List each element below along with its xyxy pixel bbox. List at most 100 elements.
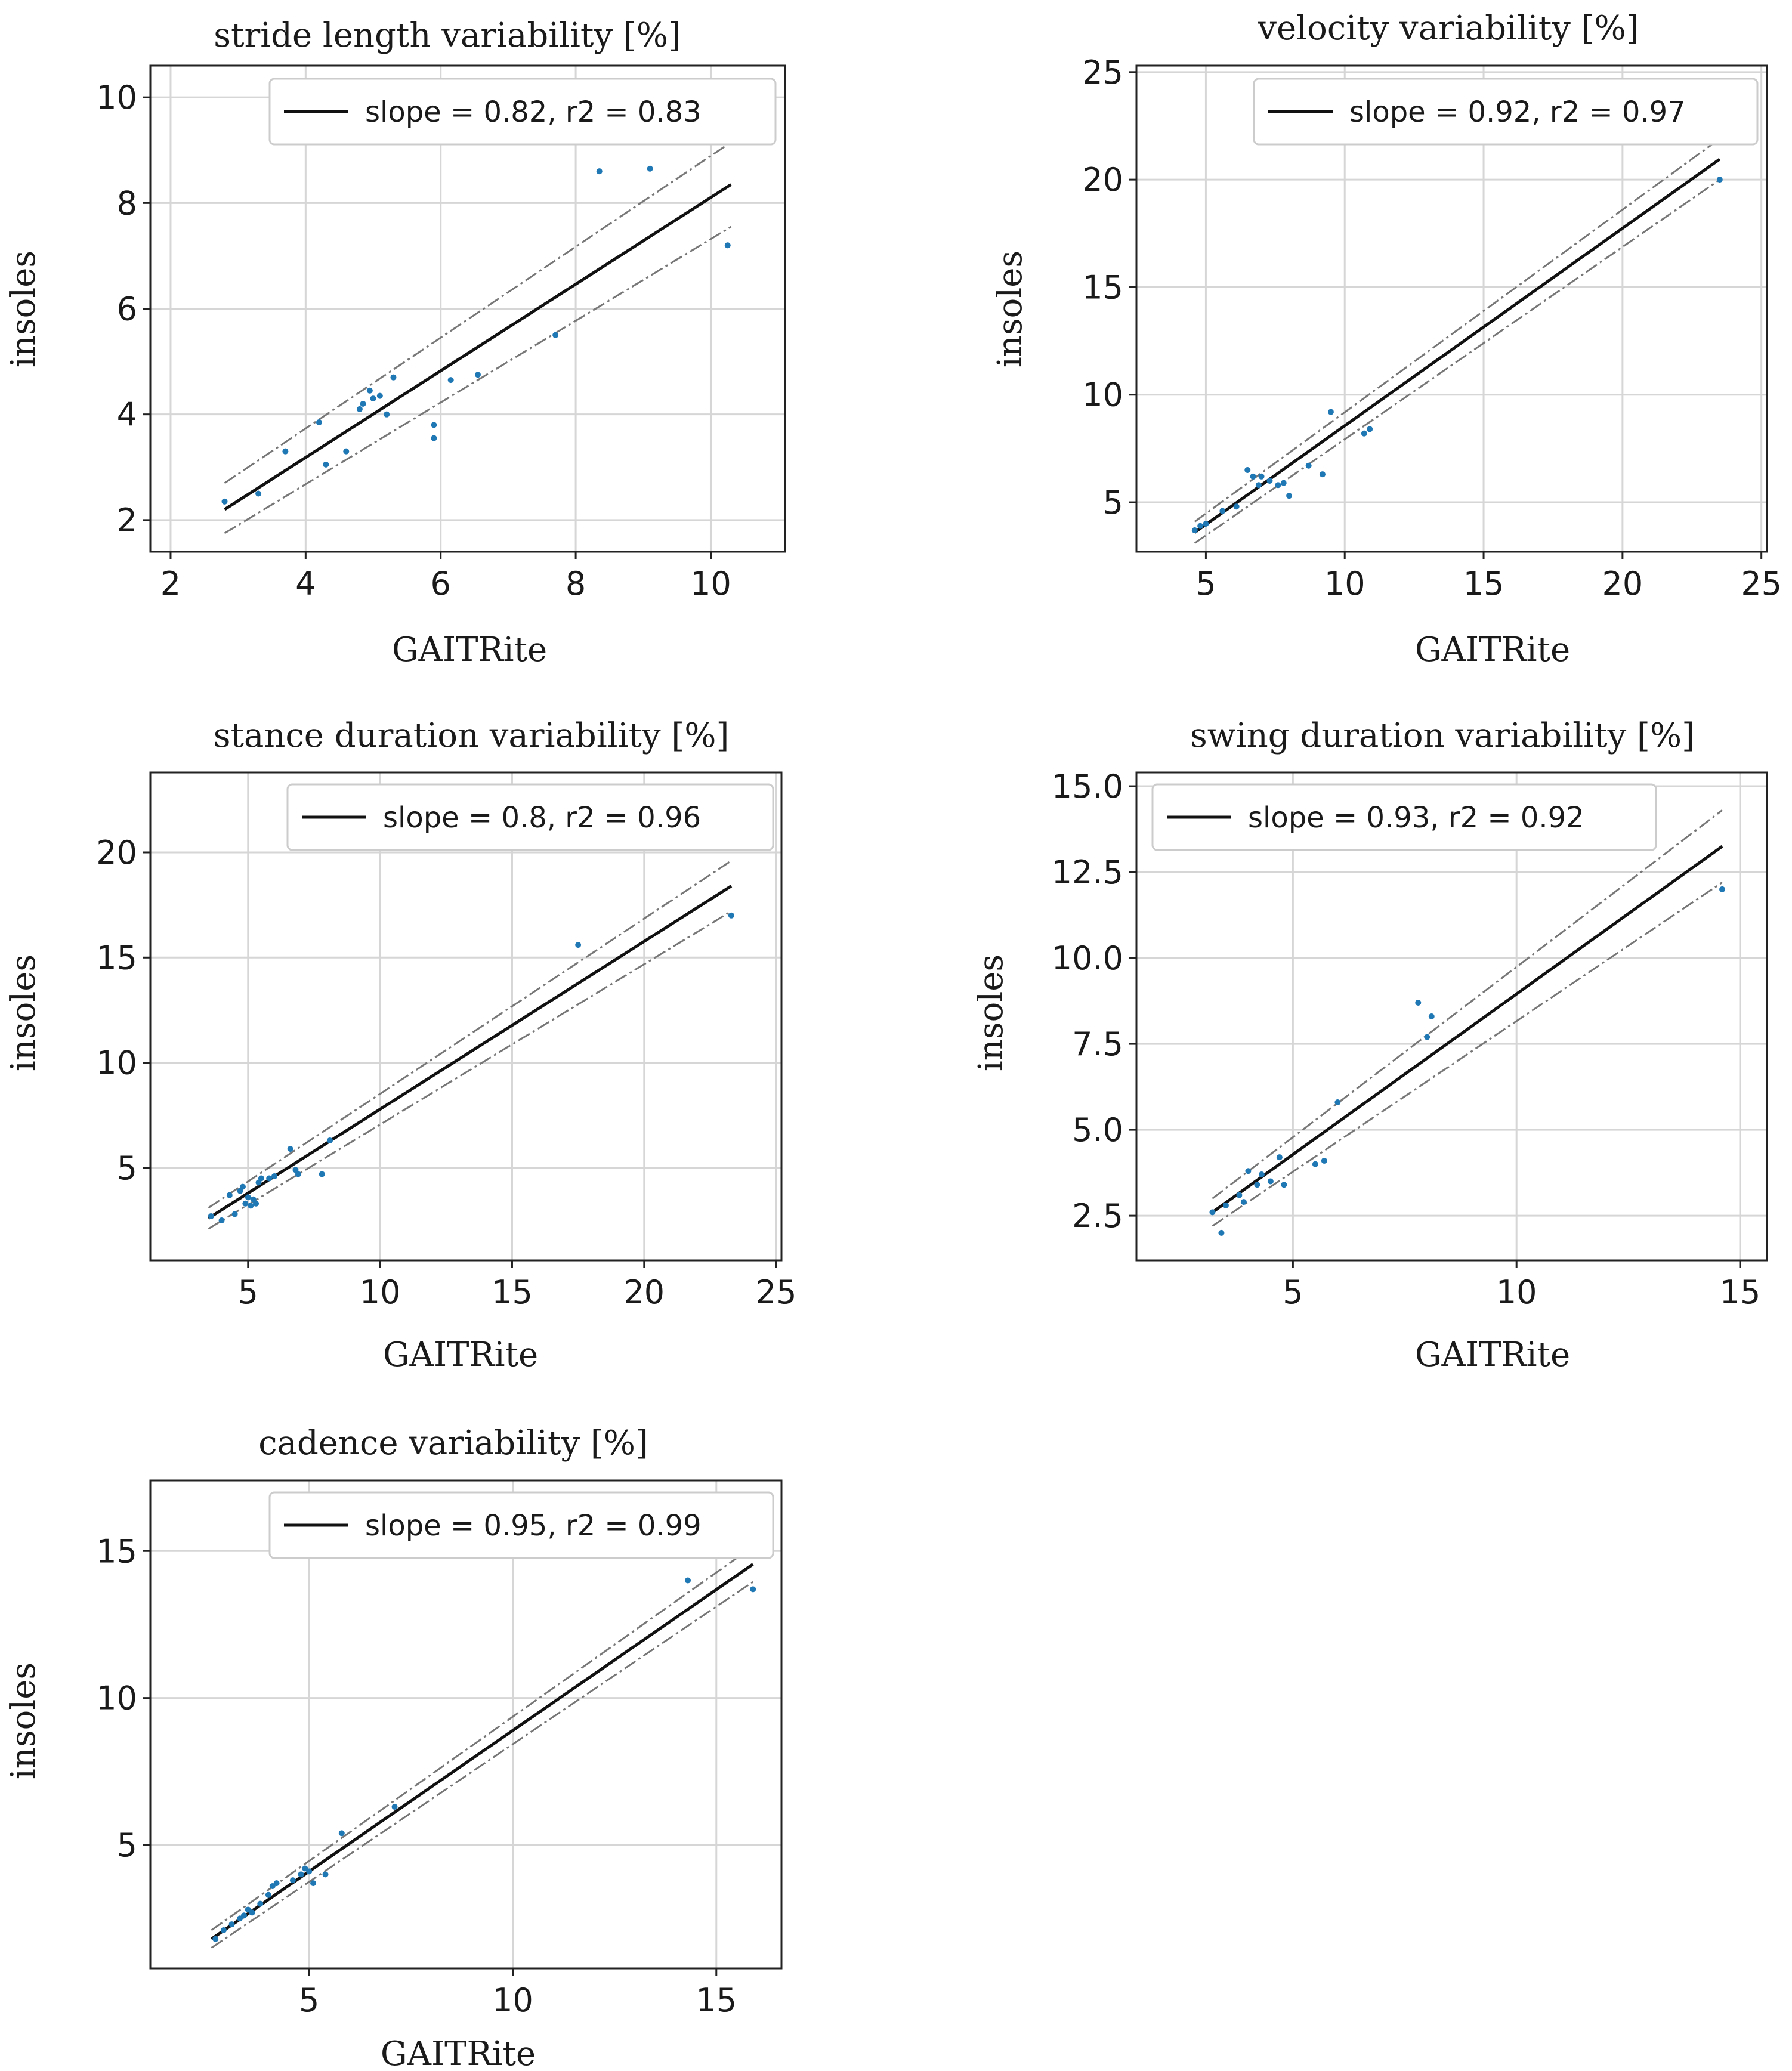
chart-4-x-tick-label: 5 (1283, 1273, 1303, 1311)
chart-4-ci-lower-line (1212, 882, 1723, 1227)
chart-3-x-tick-label: 5 (238, 1273, 258, 1311)
chart-1-data-point (343, 448, 350, 455)
chart-5-data-point (273, 1880, 280, 1887)
chart-3-x-tick-label: 15 (492, 1273, 533, 1311)
chart-3-data-point (226, 1192, 233, 1198)
chart-3-data-point (287, 1146, 293, 1152)
chart-1-y-tick-label: 2 (117, 502, 137, 539)
chart-2-x-tick-label: 15 (1463, 565, 1504, 602)
chart-5-data-point (391, 1803, 398, 1810)
chart-2: 5 10 15 20 25 5 10 15 20 25 slope = 0.92, r2 = 0.9… (991, 9, 1782, 669)
chart-3-data-point (248, 1203, 254, 1209)
chart-1-data-point (431, 422, 437, 428)
chart-5-data-point (228, 1921, 235, 1928)
chart-2-y-axis-label: insoles (991, 251, 1030, 367)
chart-1-data-point (366, 387, 373, 394)
chart-2-regression-line (1194, 157, 1721, 534)
chart-5-ci-upper-line (211, 1545, 754, 1931)
chart-1-regression-line (224, 183, 732, 511)
chart-4: 5 10 15 2.5 5.0 7.5 10.0 12.5 15.0 slope = 0.93, … (972, 716, 1768, 1374)
chart-2-data-point (1716, 177, 1723, 183)
chart-5-frame (149, 1479, 783, 1970)
chart-3-data-point (258, 1175, 264, 1182)
chart-3-x-axis-label: GAITRite (383, 1336, 538, 1374)
chart-5-plot-area (150, 1480, 781, 1968)
chart-2-legend-label: slope = 0.92, r2 = 0.97 (1349, 95, 1686, 129)
chart-3-data-point (319, 1171, 325, 1177)
chart-5-data-point (306, 1868, 313, 1875)
chart-2-legend (1253, 78, 1759, 146)
chart-1-data-point (384, 411, 390, 418)
chart-4-y-tick-label: 7.5 (1072, 1025, 1123, 1063)
chart-2-title: velocity variability [%] (1257, 9, 1639, 48)
chart-1-title: stride length variability [%] (214, 16, 681, 55)
chart-4-data-point (1719, 886, 1726, 892)
chart-4-y-tick-label: 5.0 (1072, 1111, 1123, 1149)
chart-4-data-point (1428, 1013, 1435, 1019)
chart-2-plot-area (1136, 66, 1767, 552)
chart-2-data-point (1367, 426, 1373, 432)
chart-4-data-point (1424, 1034, 1430, 1040)
chart-4-data-point (1218, 1229, 1225, 1236)
chart-5: 5 10 15 5 10 15 slope = 0.95, r2 = 0.99 cadence… (4, 1424, 783, 2071)
chart-2-data-point (1244, 466, 1251, 473)
chart-3-legend (286, 783, 774, 851)
chart-4-data-point (1240, 1199, 1247, 1205)
chart-5-data-point (338, 1830, 345, 1837)
chart-2-data-point (1219, 508, 1226, 514)
chart-2-data-point (1327, 409, 1334, 415)
chart-5-data-point (289, 1877, 296, 1884)
chart-1-x-tick-label: 2 (160, 565, 181, 602)
chart-1-data-point (596, 168, 603, 175)
chart-1-data-point (323, 461, 329, 468)
chart-1-x-tick-label: 6 (431, 565, 451, 602)
chart-4-data-point (1254, 1182, 1260, 1188)
chart-1-ci-lower-line (224, 225, 732, 534)
chart-1-x-tick-label: 10 (690, 565, 731, 602)
chart-5-data-point (298, 1871, 304, 1878)
chart-5-y-tick-label: 15 (96, 1532, 137, 1570)
chart-3-data-point (253, 1200, 259, 1207)
chart-1-data-point (282, 448, 289, 455)
chart-1: 2 4 6 8 10 2 4 6 8 10 slope = 0.82, r2 = 0.83 strid… (4, 16, 786, 669)
chart-2-data-point (1255, 482, 1262, 489)
chart-2-data-point (1266, 477, 1273, 484)
chart-5-data-point (240, 1912, 247, 1919)
chart-4-legend (1151, 783, 1657, 851)
chart-5-data-point (750, 1586, 756, 1593)
chart-4-y-tick-label: 10.0 (1052, 939, 1123, 977)
chart-1-y-tick-label: 8 (117, 184, 137, 222)
chart-1-frame (149, 64, 786, 553)
chart-1-data-point (474, 372, 481, 378)
chart-3-legend-label: slope = 0.8, r2 = 0.96 (383, 801, 701, 834)
chart-1-data-point (431, 435, 437, 441)
chart-3-y-tick-label: 15 (96, 939, 137, 976)
chart-3-data-point (327, 1137, 333, 1144)
chart-1-x-tick-label: 4 (295, 565, 316, 602)
chart-3-y-tick-label: 5 (117, 1149, 137, 1187)
chart-5-legend (268, 1491, 774, 1559)
chart-5-x-tick-label: 15 (696, 1982, 737, 2019)
chart-1-data-point (376, 392, 383, 399)
chart-2-data-point (1361, 430, 1367, 437)
chart-1-legend-label: slope = 0.82, r2 = 0.83 (365, 95, 702, 129)
chart-4-data-point (1236, 1192, 1243, 1198)
chart-3-y-tick-label: 10 (96, 1044, 137, 1082)
chart-2-y-tick-label: 15 (1082, 268, 1123, 306)
chart-2-x-tick-label: 10 (1324, 565, 1365, 602)
chart-4-data-point (1321, 1157, 1327, 1164)
chart-3-data-point (242, 1200, 249, 1207)
chart-5-data-point (685, 1577, 691, 1584)
chart-3-data-point (728, 912, 734, 919)
chart-3-y-axis-label: insoles (4, 954, 43, 1071)
chart-5-x-tick-label: 10 (492, 1982, 533, 2019)
chart-1-y-tick-label: 4 (117, 396, 137, 434)
chart-3-data-point (575, 942, 582, 948)
chart-5-title: cadence variability [%] (258, 1424, 648, 1463)
chart-3-x-tick-label: 25 (756, 1273, 797, 1311)
chart-4-data-point (1209, 1209, 1216, 1216)
chart-2-x-axis-label: GAITRite (1415, 630, 1570, 669)
chart-1-data-point (724, 242, 731, 249)
chart-3-frame (149, 771, 783, 1262)
chart-2-ci-upper-line (1194, 138, 1720, 523)
